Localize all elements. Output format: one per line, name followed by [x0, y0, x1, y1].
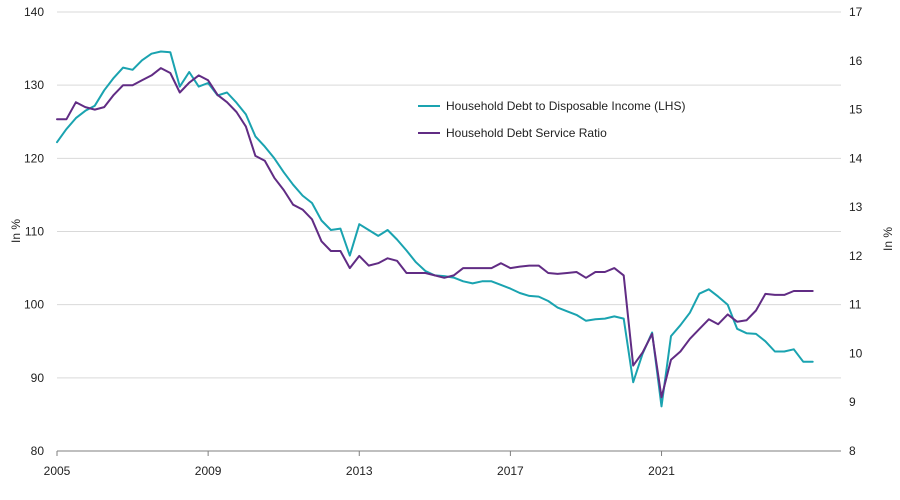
left-axis-ticks: 80 90 100 110 120 130 140 [24, 5, 44, 458]
left-tick-label: 120 [24, 151, 44, 165]
right-tick-label: 15 [849, 103, 863, 117]
left-tick-label: 100 [24, 298, 44, 312]
right-tick-label: 12 [849, 249, 863, 263]
right-tick-label: 17 [849, 5, 863, 19]
right-axis-title: In % [881, 227, 895, 251]
legend: Household Debt to Disposable Income (LHS… [418, 99, 685, 140]
series-line-2 [56, 67, 814, 399]
left-tick-label: 130 [24, 78, 44, 92]
right-tick-label: 11 [849, 298, 862, 312]
right-tick-label: 8 [849, 444, 856, 458]
right-tick-label: 13 [849, 200, 863, 214]
right-tick-label: 10 [849, 346, 863, 360]
x-axis-ticks: 2005 2009 2013 2017 2021 [44, 451, 675, 478]
x-tick-label: 2017 [497, 464, 524, 478]
left-tick-label: 140 [24, 5, 44, 19]
series-layer [56, 50, 814, 408]
right-axis-ticks: 8 9 10 11 12 13 14 15 16 17 [849, 5, 863, 458]
x-tick-label: 2013 [346, 464, 373, 478]
x-tick-label: 2005 [44, 464, 71, 478]
right-tick-label: 14 [849, 151, 863, 165]
right-tick-label: 9 [849, 395, 856, 409]
left-axis-title: In % [9, 219, 23, 243]
x-tick-label: 2009 [195, 464, 222, 478]
left-tick-label: 110 [25, 225, 44, 239]
left-tick-label: 80 [31, 444, 45, 458]
right-tick-label: 16 [849, 54, 863, 68]
legend-label-1: Household Debt to Disposable Income (LHS… [446, 99, 685, 113]
legend-label-2: Household Debt Service Ratio [446, 126, 607, 140]
left-tick-label: 90 [31, 371, 45, 385]
x-tick-label: 2021 [648, 464, 675, 478]
series-line-1 [56, 50, 814, 408]
